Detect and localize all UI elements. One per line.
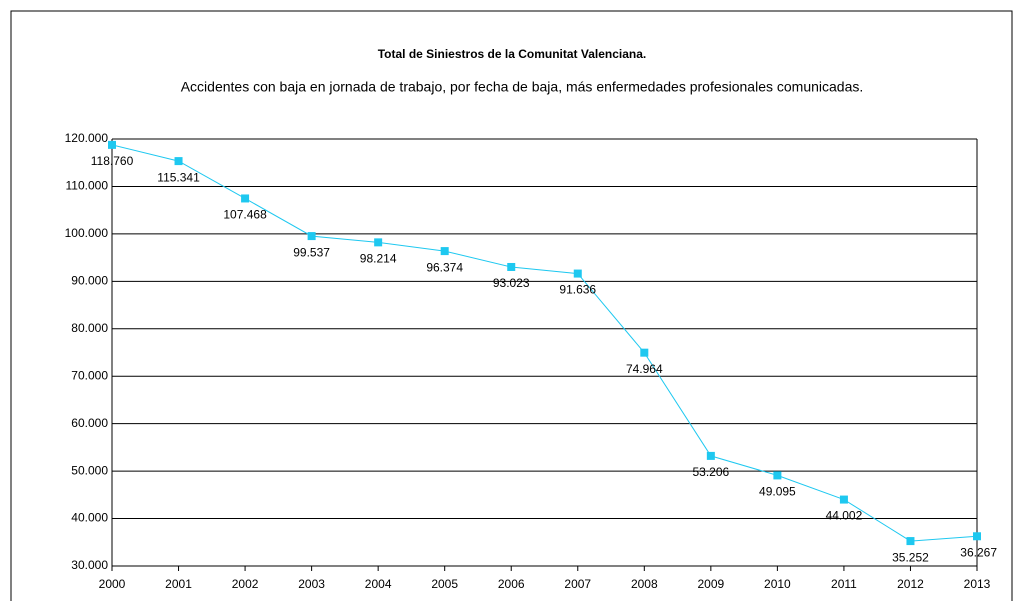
y-tick-label: 60.000 — [71, 416, 108, 430]
chart-title: Total de Siniestros de la Comunitat Vale… — [378, 47, 647, 61]
y-tick-label: 100.000 — [65, 226, 109, 240]
x-tick-label: 2004 — [365, 577, 392, 591]
point — [973, 532, 981, 541]
data-label: 107.468 — [223, 208, 267, 222]
data-label: 96.374 — [426, 260, 463, 274]
data-label: 44.002 — [826, 509, 863, 523]
y-tick-label: 120.000 — [65, 131, 109, 145]
point — [573, 269, 582, 278]
x-tick-label: 2013 — [964, 577, 991, 591]
frame — [10, 10, 1013, 601]
y-tick-label: 30.000 — [71, 558, 108, 572]
x-tick-label: 2010 — [764, 577, 791, 591]
point — [773, 471, 782, 480]
point — [241, 194, 250, 203]
x-tick-label: 2009 — [697, 577, 724, 591]
data-label: 36.267 — [960, 545, 997, 559]
x-tick-label: 2008 — [631, 577, 658, 591]
data-label: 115.341 — [157, 170, 200, 184]
point — [174, 157, 183, 166]
data-label: 91.636 — [559, 283, 596, 297]
x-tick-label: 2005 — [431, 577, 458, 591]
y-tick-label: 70.000 — [71, 368, 108, 382]
data-label: 53.206 — [692, 465, 729, 479]
point — [374, 238, 383, 247]
point — [108, 140, 116, 149]
point — [440, 247, 449, 256]
point — [839, 495, 848, 504]
x-tick-label: 2011 — [831, 577, 857, 591]
data-label: 74.964 — [626, 362, 663, 376]
y-tick-label: 110.000 — [66, 179, 109, 193]
y-tick-label: 50.000 — [71, 463, 108, 477]
x-tick-label: 2002 — [232, 577, 259, 591]
point — [906, 537, 915, 546]
data-label: 93.023 — [493, 276, 530, 290]
data-label: 98.214 — [360, 252, 397, 266]
series-line — [111, 144, 978, 542]
x-tick-label: 2001 — [165, 577, 192, 591]
point — [640, 348, 649, 357]
chart-subtitle: Accidentes con baja en jornada de trabaj… — [181, 79, 864, 95]
y-tick-label: 80.000 — [71, 321, 108, 335]
x-tick-label: 2012 — [897, 577, 924, 591]
x-tick-label: 2007 — [564, 577, 591, 591]
x-tick-label: 2006 — [498, 577, 525, 591]
data-label: 49.095 — [759, 485, 796, 499]
y-tick-label: 90.000 — [71, 274, 108, 288]
y-tick-label: 40.000 — [71, 511, 108, 525]
point — [307, 232, 316, 241]
data-label: 118.760 — [91, 154, 134, 168]
x-tick-label: 2003 — [298, 577, 325, 591]
data-label: 35.252 — [892, 550, 929, 564]
x-tick-label: 2000 — [99, 577, 126, 591]
point — [507, 262, 516, 271]
point — [706, 451, 715, 460]
data-label: 99.537 — [293, 245, 330, 259]
